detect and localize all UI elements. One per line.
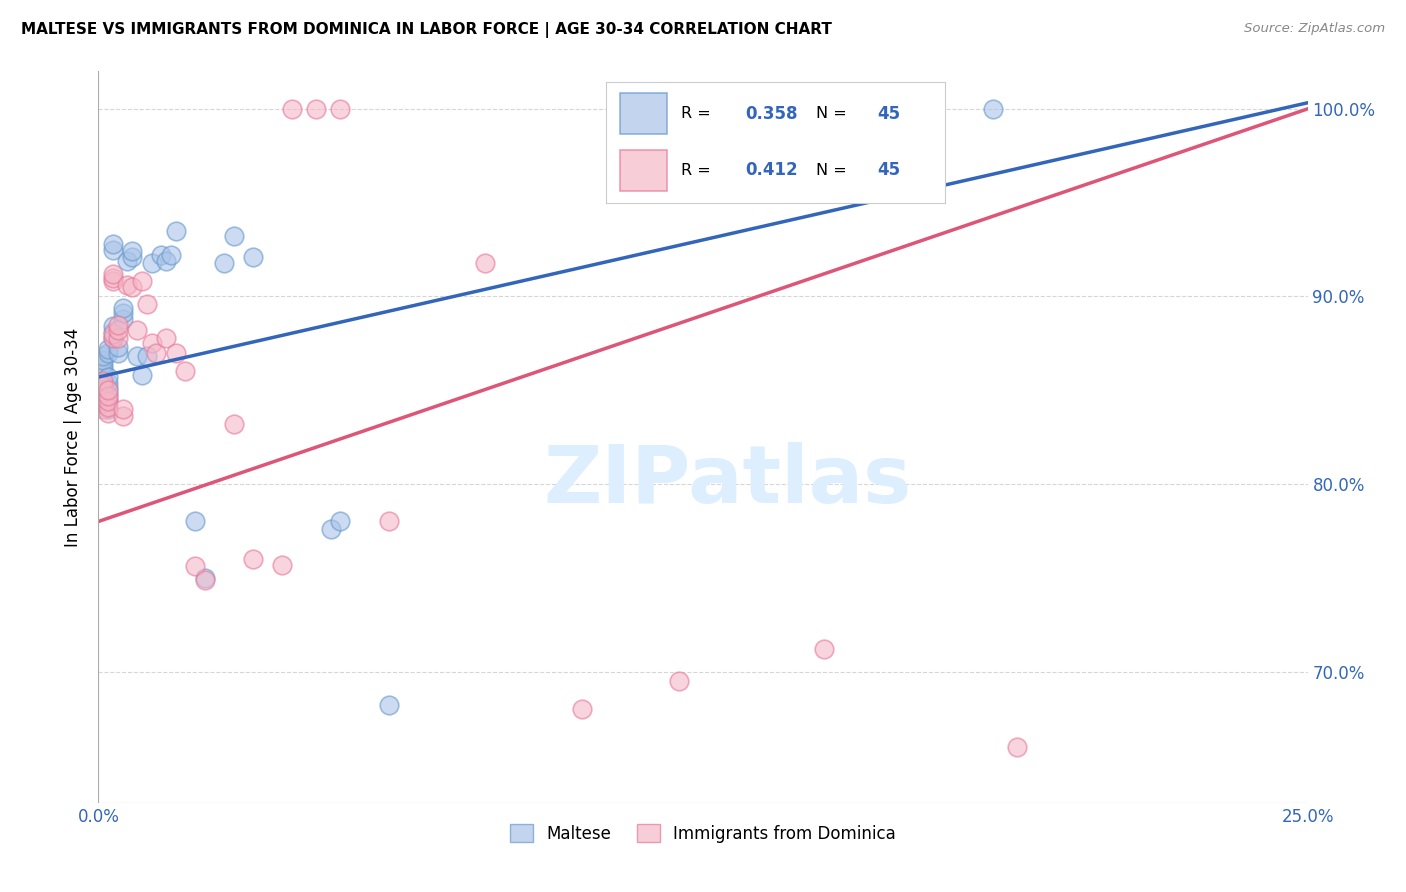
Point: [329, 102, 352, 116]
Point: [329, 515, 352, 529]
Point: [281, 102, 304, 116]
Point: [121, 280, 143, 294]
Point: [271, 558, 294, 572]
Point: [101, 326, 124, 341]
Point: [145, 345, 167, 359]
Point: [101, 243, 124, 257]
Point: [97, 394, 120, 409]
Point: [101, 319, 124, 334]
Point: [107, 345, 129, 359]
Text: Source: ZipAtlas.com: Source: ZipAtlas.com: [1244, 22, 1385, 36]
Point: [97, 387, 120, 401]
Point: [160, 248, 183, 262]
Point: [91, 396, 114, 410]
Point: [141, 255, 163, 269]
Point: [101, 325, 124, 339]
Point: [101, 331, 124, 345]
Point: [141, 336, 163, 351]
Point: [97, 370, 120, 384]
Point: [101, 331, 124, 345]
Point: [135, 297, 157, 311]
Point: [155, 331, 177, 345]
Point: [155, 253, 177, 268]
Y-axis label: In Labor Force | Age 30-34: In Labor Force | Age 30-34: [65, 327, 83, 547]
Point: [97, 381, 120, 395]
Point: [377, 515, 399, 529]
Point: [668, 673, 690, 688]
Point: [97, 376, 120, 390]
Point: [91, 353, 114, 368]
Point: [135, 350, 157, 364]
Point: [111, 306, 134, 320]
Point: [716, 168, 738, 182]
Point: [117, 278, 139, 293]
Point: [194, 573, 217, 587]
Point: [91, 401, 114, 416]
Point: [107, 323, 129, 337]
Point: [91, 379, 114, 393]
Point: [222, 417, 245, 431]
Point: [111, 409, 134, 424]
Point: [91, 364, 114, 378]
Point: [127, 350, 149, 364]
Point: [107, 318, 129, 332]
Point: [91, 360, 114, 375]
Point: [97, 383, 120, 397]
Text: MALTESE VS IMMIGRANTS FROM DOMINICA IN LABOR FORCE | AGE 30-34 CORRELATION CHART: MALTESE VS IMMIGRANTS FROM DOMINICA IN L…: [21, 22, 832, 38]
Point: [91, 374, 114, 388]
Point: [97, 400, 120, 414]
Point: [107, 331, 129, 345]
Point: [242, 250, 264, 264]
Point: [127, 323, 149, 337]
Point: [184, 515, 207, 529]
Point: [121, 244, 143, 259]
Point: [97, 406, 120, 420]
Point: [111, 401, 134, 416]
Point: [174, 364, 197, 378]
Point: [91, 391, 114, 405]
Point: [212, 255, 235, 269]
Point: [131, 368, 153, 383]
Point: [111, 312, 134, 326]
Point: [981, 102, 1004, 116]
Point: [121, 250, 143, 264]
Point: [91, 385, 114, 400]
Point: [474, 255, 496, 269]
Point: [165, 224, 187, 238]
Point: [97, 401, 120, 416]
Point: [813, 642, 835, 657]
Point: [222, 229, 245, 244]
Point: [131, 274, 153, 288]
Point: [1007, 739, 1029, 754]
Point: [194, 571, 217, 585]
Point: [117, 253, 139, 268]
Point: [97, 392, 120, 407]
Point: [97, 389, 120, 403]
Point: [165, 345, 187, 359]
Point: [377, 698, 399, 713]
Point: [101, 274, 124, 288]
Point: [91, 350, 114, 364]
Point: [97, 342, 120, 356]
Point: [111, 301, 134, 315]
Point: [91, 374, 114, 388]
Point: [101, 267, 124, 281]
Text: ZIPatlas: ZIPatlas: [543, 442, 911, 520]
Point: [101, 236, 124, 251]
Point: [184, 559, 207, 574]
Point: [107, 340, 129, 354]
Point: [571, 702, 593, 716]
Legend: Maltese, Immigrants from Dominica: Maltese, Immigrants from Dominica: [503, 818, 903, 849]
Point: [150, 248, 173, 262]
Point: [319, 522, 342, 536]
Point: [97, 345, 120, 359]
Point: [91, 357, 114, 371]
Point: [305, 102, 328, 116]
Point: [101, 270, 124, 285]
Point: [242, 552, 264, 566]
